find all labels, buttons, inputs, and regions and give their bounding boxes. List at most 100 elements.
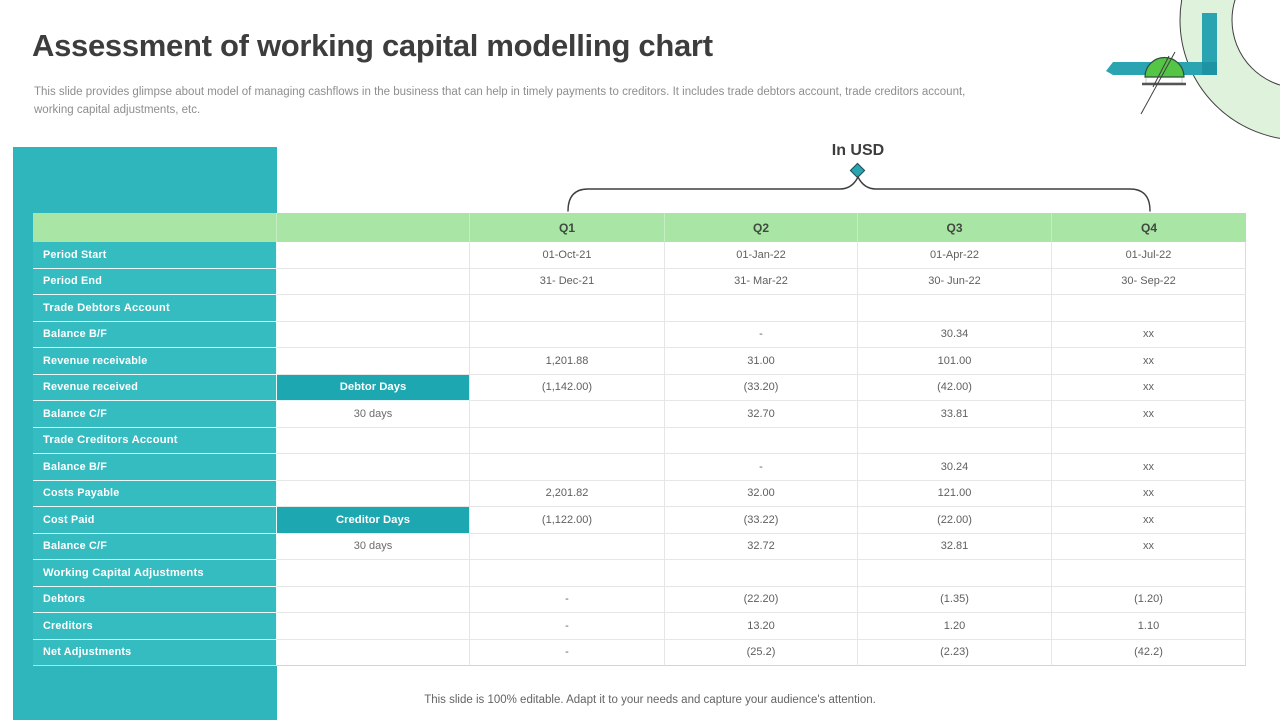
value-cell-q3: 101.00 bbox=[858, 348, 1052, 375]
value-cell-q4: xx bbox=[1052, 401, 1246, 428]
value-cell-q1: 01-Oct-21 bbox=[470, 242, 665, 269]
value-cell-q2: 13.20 bbox=[665, 613, 858, 640]
value-cell-q2: 01-Jan-22 bbox=[665, 242, 858, 269]
days-cell bbox=[277, 560, 470, 587]
value-cell-q4: xx bbox=[1052, 533, 1246, 560]
value-cell-q1: - bbox=[470, 639, 665, 666]
vertical-bar-icon bbox=[1202, 13, 1217, 75]
row-label: Balance B/F bbox=[33, 454, 277, 481]
value-cell-q3 bbox=[858, 427, 1052, 454]
corner-decoration-graphic bbox=[1106, 0, 1280, 139]
unit-label: In USD bbox=[831, 142, 885, 159]
table-row: Balance B/F -30.24 xx bbox=[33, 454, 1246, 481]
table-row: Balance B/F -30.34 xx bbox=[33, 321, 1246, 348]
table-row: Balance C/F 30 days 32.70 33.81 xx bbox=[33, 401, 1246, 428]
value-cell-q3: 33.81 bbox=[858, 401, 1052, 428]
days-header-cell: Creditor Days bbox=[277, 507, 470, 534]
value-cell-q3 bbox=[858, 295, 1052, 322]
days-cell bbox=[277, 348, 470, 375]
value-cell-q4: xx bbox=[1052, 480, 1246, 507]
slide-subtitle: This slide provides glimpse about model … bbox=[34, 86, 966, 116]
value-cell-q4: 30- Sep-22 bbox=[1052, 268, 1246, 295]
value-cell-q3: (42.00) bbox=[858, 374, 1052, 401]
value-cell-q4 bbox=[1052, 427, 1246, 454]
value-cell-q3: 121.00 bbox=[858, 480, 1052, 507]
umbrella-icon bbox=[1144, 56, 1185, 78]
needle-line bbox=[1140, 51, 1176, 115]
table-row: Trade Debtors Account bbox=[33, 295, 1246, 322]
row-label: Revenue received bbox=[33, 374, 277, 401]
row-label: Period End bbox=[33, 268, 277, 295]
value-cell-q3: 30.24 bbox=[858, 454, 1052, 481]
days-cell bbox=[277, 639, 470, 666]
value-cell-q3: 1.20 bbox=[858, 613, 1052, 640]
days-cell: 30 days bbox=[277, 533, 470, 560]
row-label: Debtors bbox=[33, 586, 277, 613]
value-cell-q4 bbox=[1052, 560, 1246, 587]
row-label: Creditors bbox=[33, 613, 277, 640]
value-cell-q3: 32.81 bbox=[858, 533, 1052, 560]
header-cell-label bbox=[33, 213, 277, 242]
value-cell-q4: (42.2) bbox=[1052, 639, 1246, 666]
header-cell-q2: Q2 bbox=[665, 213, 858, 242]
value-cell-q1: - bbox=[470, 613, 665, 640]
row-label: Balance C/F bbox=[33, 533, 277, 560]
value-cell-q3: 30- Jun-22 bbox=[858, 268, 1052, 295]
value-cell-q4: xx bbox=[1052, 374, 1246, 401]
days-cell bbox=[277, 586, 470, 613]
value-cell-q2: (22.20) bbox=[665, 586, 858, 613]
table-header-row: Q1 Q2 Q3 Q4 bbox=[33, 213, 1246, 242]
value-cell-q1 bbox=[470, 560, 665, 587]
footer-note: This slide is 100% editable. Adapt it to… bbox=[424, 694, 876, 706]
value-cell-q2 bbox=[665, 295, 858, 322]
value-cell-q3: (1.35) bbox=[858, 586, 1052, 613]
value-cell-q1 bbox=[470, 401, 665, 428]
value-cell-q1: 1,201.88 bbox=[470, 348, 665, 375]
header-cell-days bbox=[277, 213, 470, 242]
table-row: Balance C/F 30 days 32.72 32.81 xx bbox=[33, 533, 1246, 560]
value-cell-q3: 30.34 bbox=[858, 321, 1052, 348]
table-row: Working Capital Adjustments bbox=[33, 560, 1246, 587]
table-row: Period Start 01-Oct-21 01-Jan-22 01-Apr-22 0… bbox=[33, 242, 1246, 269]
row-label: Net Adjustments bbox=[33, 639, 277, 666]
table-row: Costs Payable 2,201.82 32.00 121.00 xx bbox=[33, 480, 1246, 507]
needle-line-short bbox=[1152, 55, 1170, 88]
value-cell-q4 bbox=[1052, 295, 1246, 322]
days-cell: 30 days bbox=[277, 401, 470, 428]
row-label: Working Capital Adjustments bbox=[33, 560, 277, 587]
value-cell-q4: xx bbox=[1052, 507, 1246, 534]
value-cell-q4: 1.10 bbox=[1052, 613, 1246, 640]
brace-line bbox=[567, 175, 1151, 212]
table-row: Net Adjustments - (25.2) (2.23) (42.2) bbox=[33, 639, 1246, 666]
table-row: Debtors - (22.20) (1.35) (1.20) bbox=[33, 586, 1246, 613]
row-label: Cost Paid bbox=[33, 507, 277, 534]
value-cell-q2: 32.00 bbox=[665, 480, 858, 507]
value-cell-q2: 32.72 bbox=[665, 533, 858, 560]
table-body: Period Start 01-Oct-21 01-Jan-22 01-Apr-22 0… bbox=[33, 242, 1246, 666]
value-cell-q4: xx bbox=[1052, 321, 1246, 348]
table-row: Trade Creditors Account bbox=[33, 427, 1246, 454]
value-cell-q1: (1,142.00) bbox=[470, 374, 665, 401]
days-cell bbox=[277, 427, 470, 454]
ring-inner-shape bbox=[1231, 0, 1280, 86]
value-cell-q1 bbox=[470, 321, 665, 348]
value-cell-q1 bbox=[470, 533, 665, 560]
value-cell-q2: 32.70 bbox=[665, 401, 858, 428]
value-cell-q1 bbox=[470, 427, 665, 454]
table-row: Revenue received Debtor Days (1,142.00) (33… bbox=[33, 374, 1246, 401]
days-cell bbox=[277, 295, 470, 322]
value-cell-q4: 01-Jul-22 bbox=[1052, 242, 1246, 269]
value-cell-q4: xx bbox=[1052, 454, 1246, 481]
header-cell-q3: Q3 bbox=[858, 213, 1052, 242]
value-cell-q2: 31- Mar-22 bbox=[665, 268, 858, 295]
days-cell bbox=[277, 268, 470, 295]
value-cell-q2 bbox=[665, 560, 858, 587]
table-row: Period End 31- Dec-21 31- Mar-22 30- Jun-22… bbox=[33, 268, 1246, 295]
row-label: Trade Debtors Account bbox=[33, 295, 277, 322]
value-cell-q2 bbox=[665, 427, 858, 454]
value-cell-q1: 2,201.82 bbox=[470, 480, 665, 507]
row-label: Trade Creditors Account bbox=[33, 427, 277, 454]
row-label: Balance B/F bbox=[33, 321, 277, 348]
page-title: Assessment of working capital modelling … bbox=[32, 28, 713, 63]
